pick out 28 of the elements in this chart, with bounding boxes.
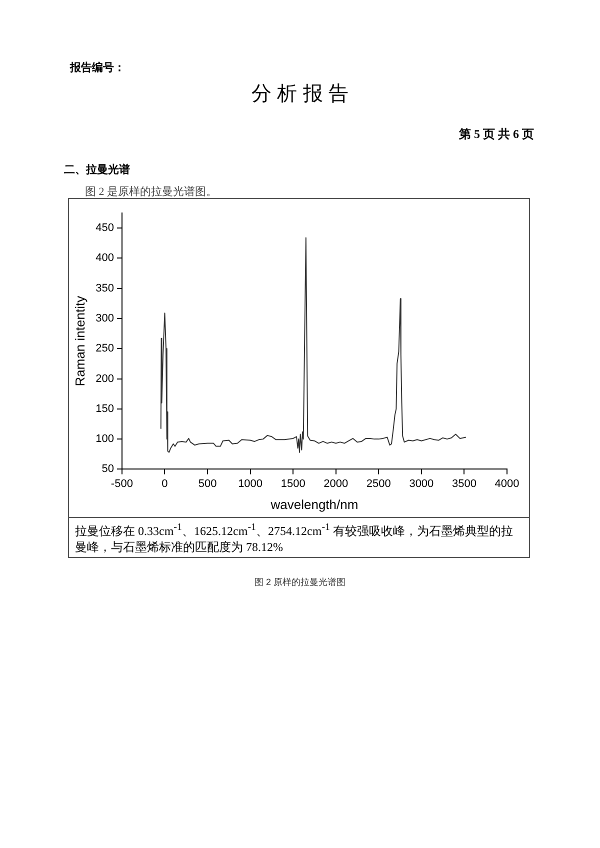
- x-tick-label: 4000: [494, 478, 520, 490]
- x-tick-label: 1500: [280, 478, 306, 490]
- y-tick-label: 250: [96, 342, 114, 355]
- y-tick-label: 300: [96, 312, 114, 325]
- y-tick-label: 150: [96, 402, 114, 415]
- text: 第 5 页 共 6 页: [459, 126, 534, 143]
- x-tick-label: 2000: [324, 478, 348, 490]
- caption: 图 2 原样的拉曼光谱图: [253, 576, 346, 589]
- y-tick-label: 450: [96, 222, 114, 234]
- y-tick-label: 50: [102, 463, 114, 476]
- x-tick-label: 2500: [366, 478, 391, 490]
- x-tick-label: 500: [198, 478, 217, 490]
- y-tick-label: 200: [96, 372, 114, 385]
- x-tick-label: -500: [110, 478, 133, 490]
- caption: 图 2 是原样的拉曼光谱图。: [85, 184, 217, 199]
- x-axis-title: wavelength/nm: [270, 496, 358, 512]
- text: 二、拉曼光谱: [64, 162, 130, 177]
- x-tick-label: 0: [162, 478, 168, 490]
- x-tick-label: 1000: [238, 478, 263, 490]
- text: 拉曼位移在 0.33cm$^{-1}$、1625.12cm$^{-1}$、2754.12cm$^{-1}$ 有较强吸收峰，为石墨烯典型的拉曼峰，与石墨烯标准的匹配度为 78.12%: [75, 522, 514, 554]
- y-axis-title: Raman intentity: [72, 295, 88, 386]
- y-tick-label: 100: [96, 433, 114, 446]
- x-tick-label: 3000: [409, 478, 434, 490]
- y-tick-label: 350: [96, 282, 114, 294]
- chart-title: 分 析 报 告: [250, 82, 350, 107]
- y-tick-label: 400: [96, 252, 114, 264]
- text: 报告编号：: [70, 60, 125, 75]
- x-tick-label: 3500: [452, 478, 476, 490]
